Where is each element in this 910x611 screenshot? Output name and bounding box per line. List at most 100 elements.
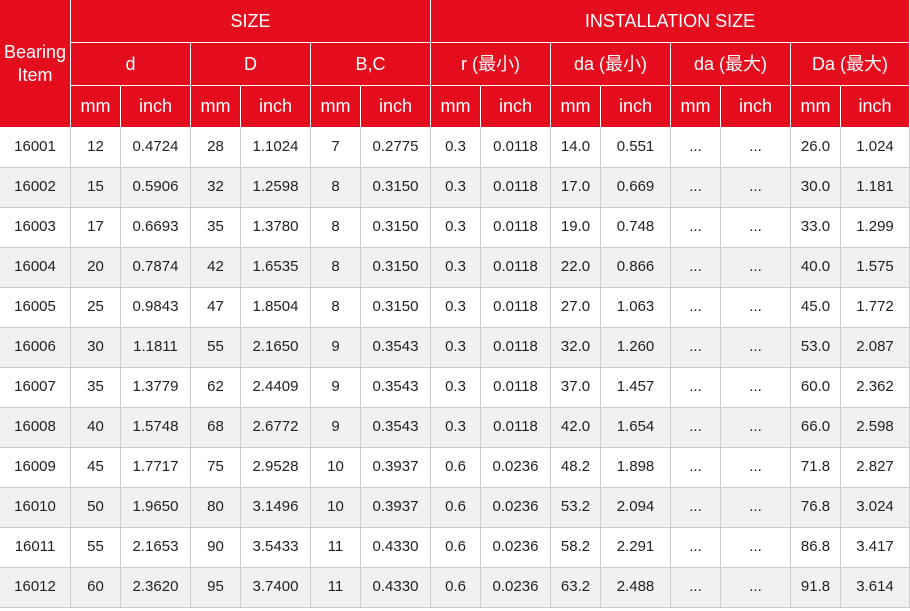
table-cell: ... (671, 288, 721, 328)
table-cell: 66.0 (791, 408, 841, 448)
table-cell: 0.4724 (121, 128, 191, 168)
table-cell: 0.4330 (361, 568, 431, 608)
table-cell: 19.0 (551, 208, 601, 248)
table-cell: 55 (71, 528, 121, 568)
table-cell: 42 (191, 248, 241, 288)
unit-header: inch (841, 86, 910, 128)
table-cell: ... (671, 448, 721, 488)
table-cell: 26.0 (791, 128, 841, 168)
table-cell: ... (721, 368, 791, 408)
table-cell: 17.0 (551, 168, 601, 208)
table-cell: 35 (71, 368, 121, 408)
table-cell: 2.362 (841, 368, 910, 408)
table-cell: 0.0118 (481, 408, 551, 448)
table-cell: 0.0236 (481, 488, 551, 528)
table-cell: 0.0118 (481, 128, 551, 168)
table-cell: 0.6 (431, 448, 481, 488)
table-cell: 11 (311, 568, 361, 608)
installation-size-header: INSTALLATION SIZE (431, 0, 910, 43)
table-cell: 0.3543 (361, 368, 431, 408)
table-cell: 1.772 (841, 288, 910, 328)
table-cell: 12 (71, 128, 121, 168)
table-cell: ... (721, 568, 791, 608)
table-cell: 1.5748 (121, 408, 191, 448)
table-cell: 11 (311, 528, 361, 568)
table-cell: 0.748 (601, 208, 671, 248)
bearing-item: 16011 (0, 528, 71, 568)
table-cell: 0.0118 (481, 288, 551, 328)
table-cell: 0.3 (431, 208, 481, 248)
table-cell: 0.669 (601, 168, 671, 208)
table-cell: 47 (191, 288, 241, 328)
table-cell: 0.551 (601, 128, 671, 168)
table-cell: 0.3 (431, 368, 481, 408)
bearing-item: 16002 (0, 168, 71, 208)
unit-header: mm (551, 86, 601, 128)
table-cell: 32.0 (551, 328, 601, 368)
table-cell: 0.0236 (481, 448, 551, 488)
table-cell: ... (721, 248, 791, 288)
table-cell: 1.3780 (241, 208, 311, 248)
table-cell: 95 (191, 568, 241, 608)
unit-header: inch (241, 86, 311, 128)
table-cell: 40 (71, 408, 121, 448)
bearing-item: 16004 (0, 248, 71, 288)
table-cell: 2.291 (601, 528, 671, 568)
table-cell: 0.3 (431, 168, 481, 208)
table-cell: 1.024 (841, 128, 910, 168)
table-cell: ... (721, 328, 791, 368)
group-header: D (191, 43, 311, 86)
unit-header: inch (601, 86, 671, 128)
table-cell: 0.6 (431, 488, 481, 528)
table-cell: 0.0118 (481, 208, 551, 248)
table-cell: 3.614 (841, 568, 910, 608)
table-cell: 0.0236 (481, 568, 551, 608)
size-header: SIZE (71, 0, 431, 43)
table-cell: 0.3 (431, 408, 481, 448)
table-cell: 63.2 (551, 568, 601, 608)
table-cell: 1.063 (601, 288, 671, 328)
table-cell: 0.3150 (361, 168, 431, 208)
table-cell: ... (671, 128, 721, 168)
table-cell: 0.2775 (361, 128, 431, 168)
table-cell: 3.024 (841, 488, 910, 528)
table-cell: 2.6772 (241, 408, 311, 448)
table-cell: 1.2598 (241, 168, 311, 208)
table-cell: 0.6 (431, 568, 481, 608)
table-cell: 80 (191, 488, 241, 528)
table-cell: 15 (71, 168, 121, 208)
table-cell: 75 (191, 448, 241, 488)
bearing-item: 16003 (0, 208, 71, 248)
table-cell: 1.9650 (121, 488, 191, 528)
bearing-item: 16008 (0, 408, 71, 448)
table-cell: 2.094 (601, 488, 671, 528)
table-cell: 1.898 (601, 448, 671, 488)
group-header: B,C (311, 43, 431, 86)
unit-header: mm (671, 86, 721, 128)
table-cell: ... (671, 408, 721, 448)
table-cell: 32 (191, 168, 241, 208)
table-cell: 53.0 (791, 328, 841, 368)
table-cell: 0.0118 (481, 248, 551, 288)
bearing-item-header: Bearing Item (0, 0, 71, 128)
unit-header: mm (311, 86, 361, 128)
table-cell: ... (671, 368, 721, 408)
table-cell: 90 (191, 528, 241, 568)
table-cell: 8 (311, 288, 361, 328)
table-cell: ... (721, 448, 791, 488)
table-cell: 2.488 (601, 568, 671, 608)
table-cell: 0.3937 (361, 448, 431, 488)
table-cell: 0.0118 (481, 168, 551, 208)
table-cell: ... (721, 408, 791, 448)
table-cell: 3.417 (841, 528, 910, 568)
table-cell: 1.1811 (121, 328, 191, 368)
unit-header: inch (121, 86, 191, 128)
table-cell: 8 (311, 248, 361, 288)
table-cell: 1.3779 (121, 368, 191, 408)
table-cell: 1.260 (601, 328, 671, 368)
table-cell: 58.2 (551, 528, 601, 568)
bearing-item: 16005 (0, 288, 71, 328)
table-cell: 0.0118 (481, 328, 551, 368)
group-header: Da (最大) (791, 43, 910, 86)
